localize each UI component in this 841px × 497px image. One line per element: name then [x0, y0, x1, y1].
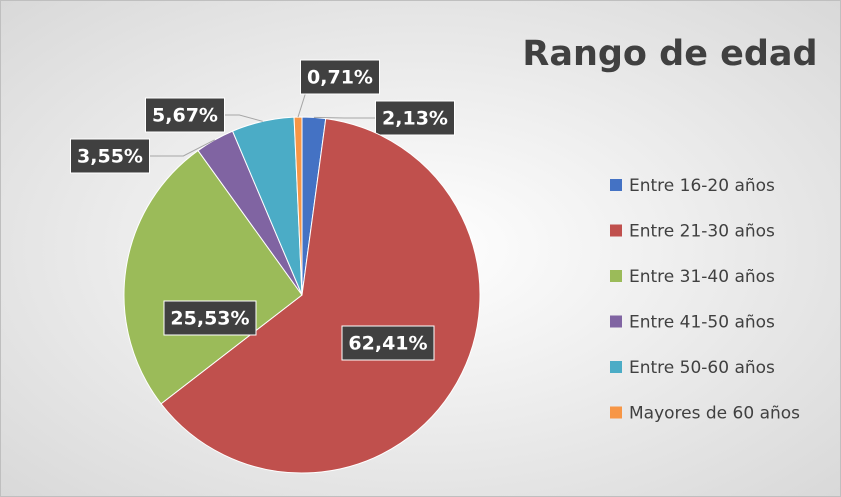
- data-label: 25,53%: [170, 308, 249, 330]
- label-box: [145, 97, 225, 133]
- data-label: 3,55%: [77, 146, 143, 168]
- label-box: [70, 138, 150, 174]
- data-label: 5,67%: [152, 105, 218, 127]
- legend-label: Entre 21-30 años: [629, 222, 775, 242]
- legend-swatch: [610, 361, 622, 373]
- data-label: 62,41%: [348, 333, 427, 355]
- label-box: [163, 300, 257, 336]
- legend-swatch: [610, 406, 622, 419]
- data-label: 2,13%: [382, 108, 448, 130]
- label-box: [341, 325, 435, 361]
- legend-label: Entre 16-20 años: [629, 176, 775, 196]
- data-label: 0,71%: [307, 67, 373, 89]
- legend-label: Entre 50-60 años: [629, 358, 775, 378]
- legend-label: Mayores de 60 años: [629, 404, 800, 424]
- label-box: [375, 100, 455, 136]
- pie-slice: [160, 118, 481, 474]
- legend-swatch: [610, 179, 622, 191]
- legend-swatch: [610, 270, 622, 282]
- legend-label: Entre 41-50 años: [629, 313, 775, 333]
- chart-title: Rango de edad: [522, 34, 817, 74]
- legend-swatch: [610, 315, 622, 328]
- legend-label: Entre 31-40 años: [629, 267, 775, 287]
- legend-swatch: [610, 224, 622, 237]
- label-box: [300, 59, 380, 95]
- pie-slice: [123, 149, 303, 405]
